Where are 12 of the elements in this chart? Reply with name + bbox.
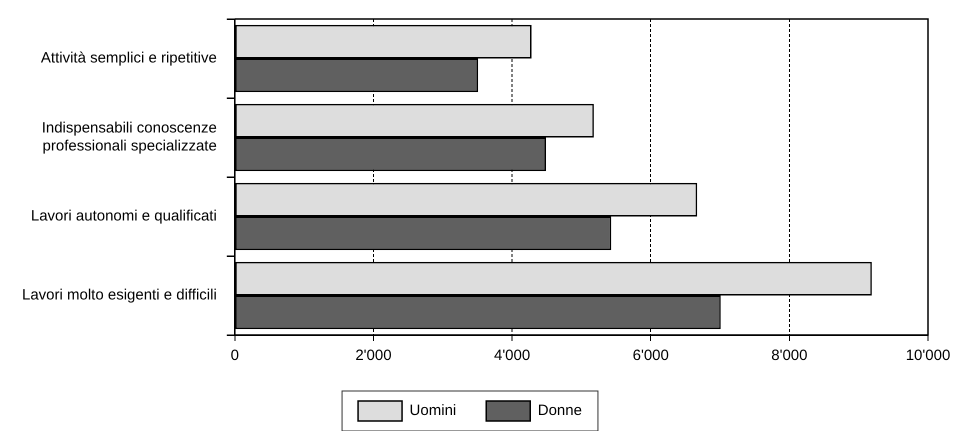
x-tick-label: 10'000 bbox=[906, 347, 950, 364]
x-tick-label: 4'000 bbox=[494, 347, 530, 364]
legend-label: Donne bbox=[538, 402, 582, 420]
y-tick-label: Lavori molto esigenti e difficili bbox=[22, 286, 217, 304]
y-tick-label: Indispensabili conoscenze professionali specializzate bbox=[42, 120, 217, 155]
x-tick-label: 8'000 bbox=[771, 347, 808, 364]
x-tick-label: 0 bbox=[230, 347, 239, 364]
legend-label: Uomini bbox=[410, 402, 456, 420]
y-tick-label: Lavori autonomi e qualificati bbox=[30, 208, 217, 225]
y-tick-label: Attività semplici e ripetitive bbox=[40, 50, 217, 67]
x-tick-label: 2'000 bbox=[355, 347, 392, 364]
x-tick-label: 6'000 bbox=[632, 347, 669, 364]
